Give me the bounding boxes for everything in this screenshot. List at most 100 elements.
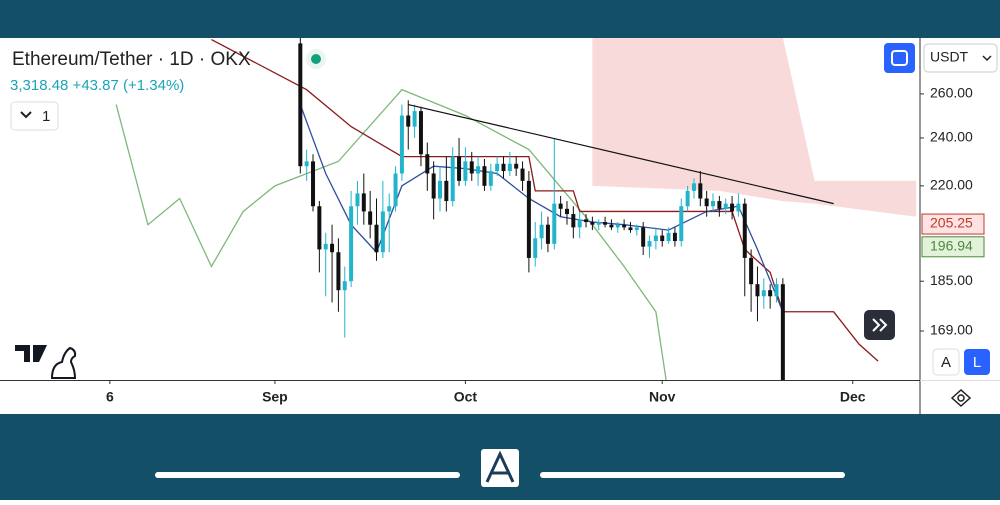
x-tick-label: Oct: [454, 389, 478, 405]
fullscreen-icon: [891, 50, 908, 66]
candle-body: [609, 224, 614, 228]
chart-panel: [0, 38, 1000, 414]
candle-body: [298, 43, 303, 167]
cloud: [592, 38, 917, 217]
candle-body: [501, 163, 506, 172]
candle-body: [349, 206, 354, 282]
candle-body: [571, 214, 576, 228]
candle-body: [374, 224, 379, 253]
candle-body: [780, 284, 785, 380]
candle-body: [698, 183, 703, 199]
currency-label: USDT: [930, 49, 969, 65]
auto-label: A: [941, 354, 951, 371]
settings-icon[interactable]: [950, 388, 972, 408]
candle-body: [342, 281, 347, 291]
candle-body: [742, 203, 747, 258]
plot: [115, 38, 917, 380]
candle-body: [361, 193, 366, 212]
y-tick-label: 169.00: [930, 322, 973, 338]
candle-body: [641, 227, 646, 247]
candle-body: [545, 224, 550, 244]
x-tick-label: Sep: [262, 389, 288, 405]
chevron-icon: [20, 111, 32, 119]
bar-left: [155, 472, 460, 478]
candle-body: [730, 203, 735, 212]
axes: 260.00 240.00 220.00 185.00 169.00 6 Sep Oct Nov…: [106, 85, 985, 405]
candle-body: [704, 198, 709, 207]
candle-body: [393, 173, 398, 207]
x-tick-label: 6: [106, 389, 114, 405]
candle-body: [647, 241, 652, 247]
fullscreen-button[interactable]: [884, 43, 915, 73]
candle-body: [520, 168, 525, 181]
symbol-title: Ethereum/Tether · 1D · OKX: [12, 49, 251, 70]
interval-button[interactable]: [10, 101, 59, 131]
candle-body: [444, 180, 449, 202]
candle-body: [431, 173, 436, 199]
candle-body: [387, 206, 392, 212]
candle-body: [774, 284, 779, 297]
candle-body: [691, 183, 696, 191]
candle-body: [666, 232, 671, 242]
candle-body: [412, 111, 417, 127]
candle-body: [603, 222, 608, 225]
currency-select[interactable]: [923, 43, 998, 73]
candle-body: [755, 284, 760, 297]
candle-body: [679, 206, 684, 242]
candle-body: [653, 235, 658, 242]
candle-body: [533, 238, 538, 258]
status-dot: [311, 54, 321, 64]
candle-body: [539, 224, 544, 239]
candle-body: [672, 232, 677, 242]
brand-logo-mark: [485, 450, 515, 483]
candle-body: [488, 171, 493, 186]
candle-body: [304, 161, 309, 167]
candle-body: [323, 243, 328, 250]
candle-body: [457, 156, 462, 181]
candle-body: [685, 190, 690, 207]
auto-button[interactable]: [932, 348, 960, 376]
candle-body: [406, 115, 411, 127]
candle-body: [552, 203, 557, 244]
y-tick-label: 240.00: [930, 129, 973, 145]
candle-body: [476, 166, 481, 174]
interval-label: 1: [42, 108, 50, 125]
candle-body: [622, 224, 627, 228]
log-button[interactable]: [964, 349, 990, 375]
candle-body: [330, 243, 335, 253]
price-tag-label: 205.25: [930, 215, 973, 231]
candle-body: [628, 227, 633, 231]
candle-body: [425, 154, 430, 174]
candle-body: [723, 203, 728, 209]
candle-body: [577, 219, 582, 228]
candle-body: [615, 224, 620, 228]
x-tick-label: Dec: [840, 389, 866, 405]
candle-body: [660, 235, 665, 242]
candle-body: [761, 290, 766, 297]
y-tick-label: 185.00: [930, 272, 973, 288]
scroll-icon: [872, 318, 888, 332]
candle-body: [507, 163, 512, 172]
price-tag: [921, 213, 985, 235]
candle-body: [596, 222, 601, 225]
tv-mascot: [50, 346, 77, 379]
price-tag-label: 196.94: [930, 237, 973, 253]
y-tick-label: 260.00: [930, 85, 973, 101]
candle-body: [482, 166, 487, 186]
indicator-line: [115, 88, 667, 380]
candle-body: [450, 156, 455, 202]
x-tick-label: Nov: [649, 389, 676, 405]
candle-body: [768, 290, 773, 297]
y-tick-label: 220.00: [930, 177, 973, 193]
candle-body: [380, 211, 385, 253]
candle-body: [399, 115, 404, 174]
candle-body: [336, 252, 341, 291]
candle-body: [749, 257, 754, 285]
candle-body: [418, 111, 423, 155]
price-tag: [921, 236, 985, 258]
price-change: 3,318.48 +43.87 (+1.34%): [10, 77, 184, 94]
candle-body: [564, 208, 569, 215]
candle-body: [736, 203, 741, 212]
select-arrow: [982, 55, 992, 62]
candle-body: [711, 201, 716, 207]
